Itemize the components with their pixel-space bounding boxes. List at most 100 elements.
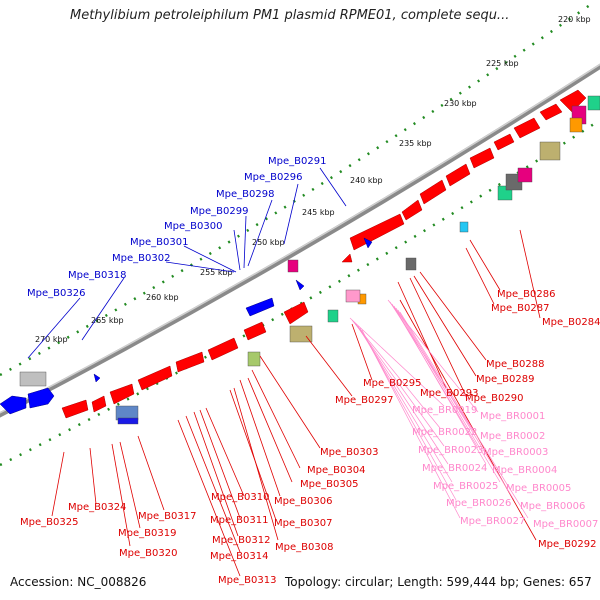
blue-labels: Mpe_B0291 Mpe_B0296 Mpe_B0298 Mpe_B0299 … xyxy=(27,156,326,299)
gene-arrow[interactable] xyxy=(109,383,135,405)
gene-arrow[interactable] xyxy=(341,253,353,263)
gene-label[interactable]: Mpe_B0311 xyxy=(210,515,268,526)
blue-callouts xyxy=(27,167,347,359)
gene-label[interactable]: Mpe_B0284 xyxy=(542,317,600,328)
gene-label[interactable]: Mpe_B0306 xyxy=(274,496,332,507)
gene-arrow[interactable] xyxy=(401,199,423,221)
feature-box[interactable] xyxy=(117,417,139,425)
gene-label[interactable]: Mpe_B0304 xyxy=(307,465,365,476)
gene-label[interactable]: Mpe_B0310 xyxy=(211,492,269,503)
feature-box[interactable] xyxy=(19,371,47,387)
gene-label[interactable]: Mpe_B0287 xyxy=(491,303,549,314)
gene-label[interactable]: Mpe_B0292 xyxy=(538,539,596,550)
gene-label[interactable]: Mpe_B0307 xyxy=(274,518,332,529)
gene-label[interactable]: Mpe_B0314 xyxy=(210,551,268,562)
accession-text: Accession: NC_008826 xyxy=(10,575,147,589)
gene-label[interactable]: Mpe_B0324 xyxy=(68,502,126,513)
feature-box[interactable] xyxy=(539,141,561,161)
feature-box[interactable] xyxy=(345,289,361,303)
gene-arrow[interactable] xyxy=(245,297,275,317)
gene-label[interactable]: Mpe_BR0023 xyxy=(418,445,483,456)
gene-label[interactable]: Mpe_B0312 xyxy=(212,535,270,546)
gene-label[interactable]: Mpe_B0291 xyxy=(268,156,326,167)
feature-box[interactable] xyxy=(289,325,313,343)
backbone-arc xyxy=(0,63,600,418)
gene-arrow[interactable] xyxy=(559,89,587,113)
gene-arrow[interactable] xyxy=(349,213,405,251)
gene-label[interactable]: Mpe_B0303 xyxy=(320,447,378,458)
gene-arrow[interactable] xyxy=(419,179,447,205)
gene-arrow[interactable] xyxy=(283,301,309,325)
gene-label[interactable]: Mpe_B0326 xyxy=(27,288,85,299)
gene-label[interactable]: Mpe_BR0026 xyxy=(446,498,511,509)
gene-label[interactable]: Mpe_B0318 xyxy=(68,270,126,281)
gene-label[interactable]: Mpe_B0299 xyxy=(190,206,248,217)
map-title: Methylibium petroleiphilum PM1 plasmid R… xyxy=(70,8,510,23)
gene-label[interactable]: Mpe_BR0005 xyxy=(506,483,571,494)
feature-box[interactable] xyxy=(569,117,583,133)
gene-arrow[interactable] xyxy=(27,387,55,409)
scale-label: 220 kbp xyxy=(558,15,591,24)
gene-label[interactable]: Mpe_B0320 xyxy=(119,548,177,559)
gene-arrow[interactable] xyxy=(445,163,471,187)
gene-label[interactable]: Mpe_BR0024 xyxy=(422,463,487,474)
pink-callouts xyxy=(349,299,529,519)
gene-label[interactable]: Mpe_BR0001 xyxy=(480,411,545,422)
gene-label[interactable]: Mpe_BR0006 xyxy=(520,501,585,512)
gene-label[interactable]: Mpe_BR0007 xyxy=(533,519,598,530)
feature-box[interactable] xyxy=(247,351,261,367)
gene-arrow[interactable] xyxy=(93,373,101,383)
gene-arrow[interactable] xyxy=(243,321,267,341)
feature-boxes xyxy=(19,95,600,425)
gene-label[interactable]: Mpe_B0300 xyxy=(164,221,222,232)
feature-box[interactable] xyxy=(405,257,417,271)
gene-label[interactable]: Mpe_B0313 xyxy=(218,575,276,586)
gene-label[interactable]: Mpe_BR0025 xyxy=(433,481,498,492)
gene-arrow[interactable] xyxy=(175,351,205,373)
feature-box[interactable] xyxy=(517,167,533,183)
scale-label: 255 kbp xyxy=(200,268,233,277)
gene-label[interactable]: Mpe_B0305 xyxy=(300,479,358,490)
gene-label[interactable]: Mpe_B0301 xyxy=(130,237,188,248)
feature-box[interactable] xyxy=(327,309,339,323)
gene-label[interactable]: Mpe_B0289 xyxy=(476,374,534,385)
gene-arrow[interactable] xyxy=(61,399,89,419)
gene-label[interactable]: Mpe_B0319 xyxy=(118,528,176,539)
gene-label[interactable]: Mpe_B0295 xyxy=(363,378,421,389)
reverse-gene-track xyxy=(0,237,373,415)
gene-label[interactable]: Mpe_B0290 xyxy=(465,393,523,404)
gene-label[interactable]: Mpe_BR0027 xyxy=(460,516,525,527)
gene-label[interactable]: Mpe_B0288 xyxy=(486,359,544,370)
gene-arrow[interactable] xyxy=(295,279,305,291)
gene-label[interactable]: Mpe_B0308 xyxy=(275,542,333,553)
feature-box[interactable] xyxy=(459,221,469,233)
pink-labels: Mpe_BR0001 Mpe_BR0002 Mpe_BR0003 Mpe_BR0… xyxy=(412,405,598,530)
gene-label[interactable]: Mpe_B0302 xyxy=(112,253,170,264)
gene-label[interactable]: Mpe_BR0003 xyxy=(483,447,548,458)
gene-arrow[interactable] xyxy=(137,365,173,391)
gene-label[interactable]: Mpe_BR0022 xyxy=(412,427,477,438)
gene-label[interactable]: Mpe_B0325 xyxy=(20,517,78,528)
gene-label[interactable]: Mpe_B0293 xyxy=(420,388,478,399)
feature-box[interactable] xyxy=(587,95,600,111)
feature-box[interactable] xyxy=(287,259,299,273)
gene-label[interactable]: Mpe_B0317 xyxy=(138,511,196,522)
gene-label[interactable]: Mpe_B0297 xyxy=(335,395,393,406)
gene-arrow[interactable] xyxy=(0,395,27,415)
gene-label[interactable]: Mpe_B0286 xyxy=(497,289,555,300)
inner-dotted-ring xyxy=(0,118,600,467)
gene-label[interactable]: Mpe_B0296 xyxy=(244,172,302,183)
gene-arrow[interactable] xyxy=(363,237,373,249)
gene-label[interactable]: Mpe_BR0002 xyxy=(480,431,545,442)
gene-arrow[interactable] xyxy=(91,395,107,413)
gene-arrow[interactable] xyxy=(207,337,239,361)
gene-arrow[interactable] xyxy=(469,147,495,169)
gene-label[interactable]: Mpe_BR0019 xyxy=(412,405,477,416)
scale-label: 225 kbp xyxy=(486,59,519,68)
gene-arrow[interactable] xyxy=(513,117,541,139)
gene-arrow[interactable] xyxy=(539,103,563,121)
gene-label[interactable]: Mpe_B0298 xyxy=(216,189,274,200)
gene-label[interactable]: Mpe_BR0004 xyxy=(492,465,557,476)
gene-arrow[interactable] xyxy=(493,133,515,151)
